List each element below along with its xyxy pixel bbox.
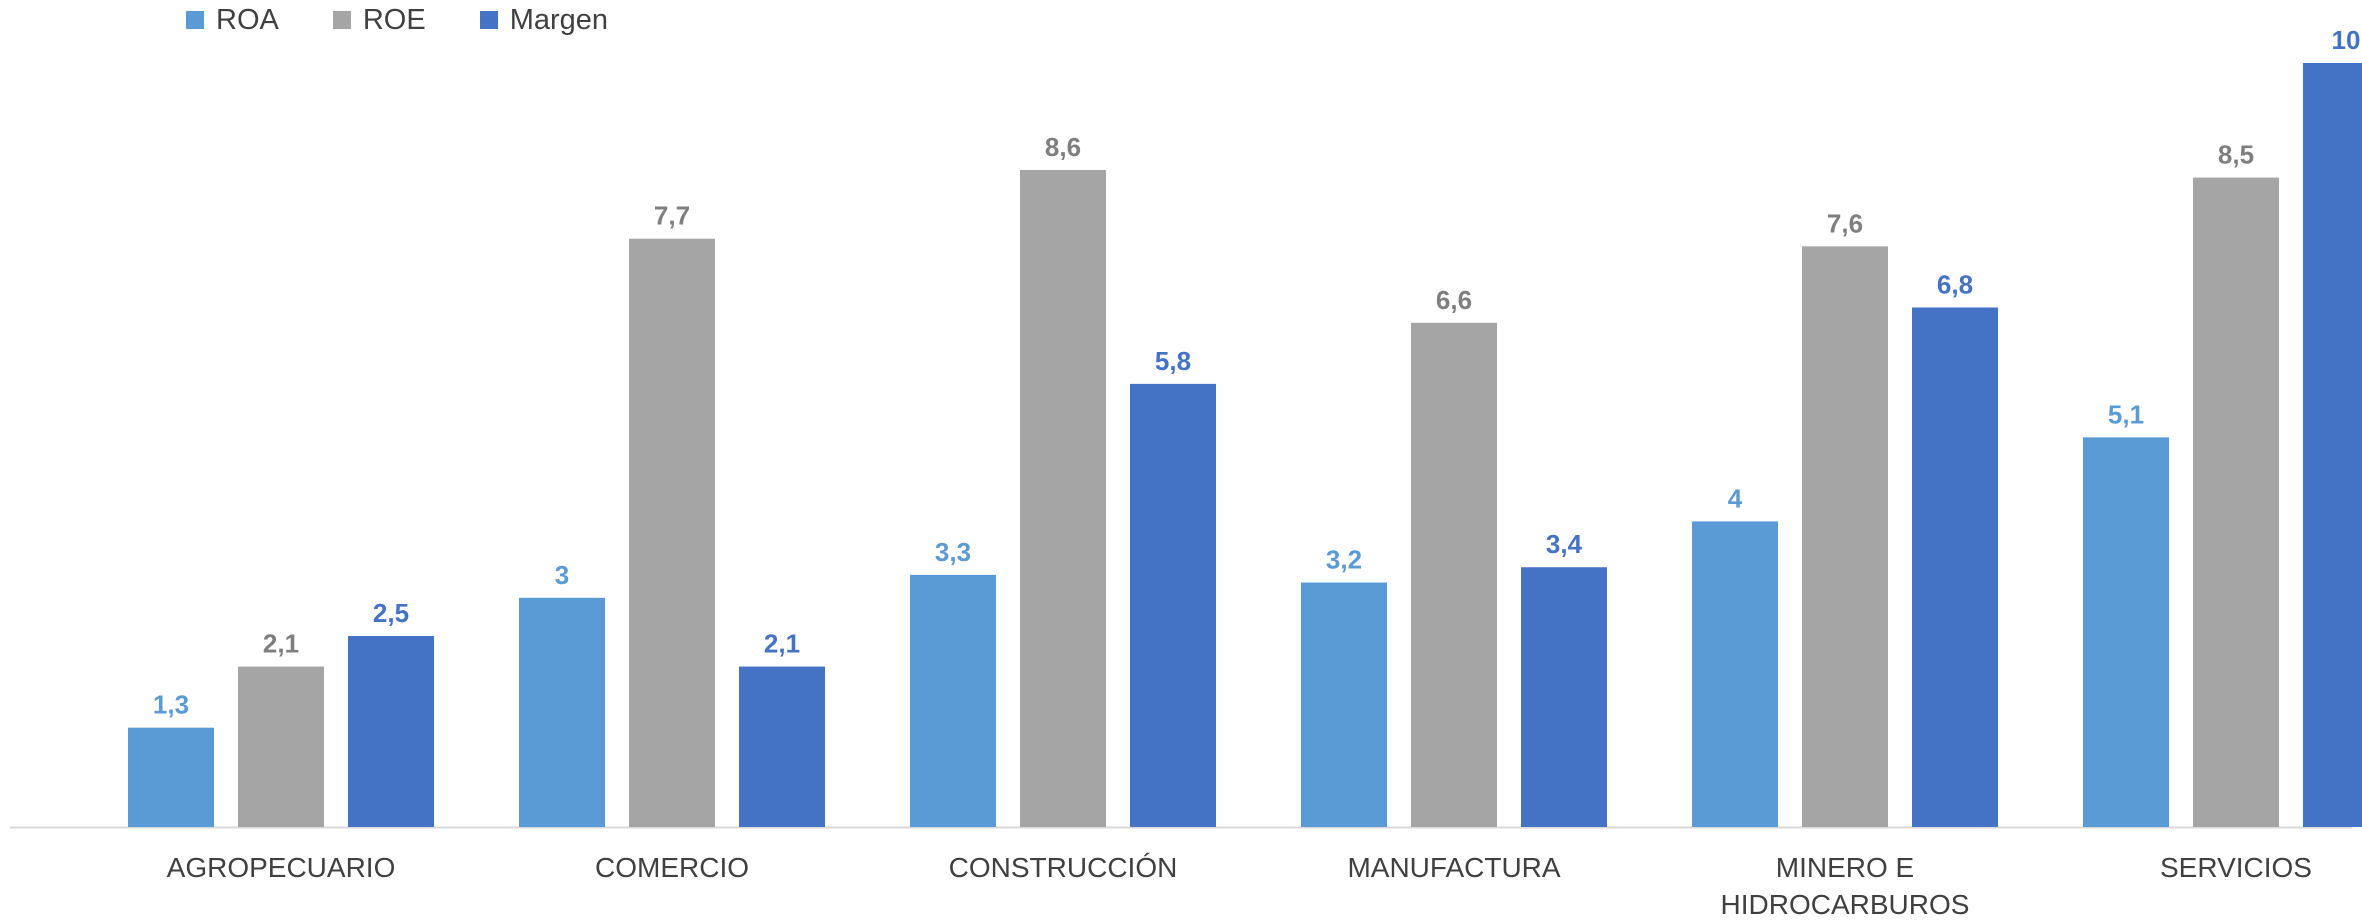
bar-roa-5 — [2083, 437, 2169, 827]
category-label-1: COMERCIO — [595, 852, 749, 883]
data-label-roa-2: 3,3 — [935, 537, 971, 567]
legend-label-roa: ROA — [216, 3, 279, 36]
data-label-roe-4: 7,6 — [1827, 208, 1863, 238]
data-label-roe-1: 7,7 — [654, 201, 690, 231]
bar-margen-0 — [348, 636, 434, 827]
data-label-roe-0: 2,1 — [263, 629, 299, 659]
bar-margen-3 — [1521, 567, 1607, 827]
data-label-roa-4: 4 — [1728, 483, 1743, 513]
bar-roa-2 — [910, 574, 996, 827]
legend-swatch-roe — [332, 11, 351, 29]
category-label-0: AGROPECUARIO — [167, 852, 396, 883]
legend-label-margen: Margen — [509, 3, 609, 36]
bar-roa-0 — [128, 727, 214, 827]
bar-roa-1 — [519, 597, 605, 827]
data-label-roa-5: 5,1 — [2108, 399, 2144, 429]
category-label-2: CONSTRUCCIÓN — [949, 852, 1178, 883]
data-label-margen-5: 10 — [2332, 25, 2361, 55]
bar-roe-3 — [1411, 322, 1497, 827]
legend-item-roa: ROA — [186, 4, 279, 37]
chart-legend: ROA ROE Margen — [186, 2, 608, 38]
bar-roa-4 — [1692, 521, 1778, 827]
legend-label-roe: ROE — [362, 3, 426, 36]
bar-margen-5 — [2303, 63, 2362, 827]
data-label-margen-4: 6,8 — [1937, 269, 1973, 299]
data-label-roa-0: 1,3 — [153, 690, 189, 720]
bar-roe-1 — [629, 238, 715, 828]
data-label-roa-3: 3,2 — [1326, 545, 1362, 575]
bar-roe-0 — [238, 666, 324, 827]
data-label-roa-1: 3 — [555, 560, 569, 590]
legend-item-margen: Margen — [479, 3, 609, 37]
data-label-margen-3: 3,4 — [1546, 529, 1583, 559]
bar-margen-4 — [1912, 307, 1998, 828]
data-label-margen-0: 2,5 — [373, 598, 409, 628]
data-label-roe-2: 8,6 — [1045, 132, 1081, 162]
category-label-3: MANUFACTURA — [1347, 852, 1560, 883]
bar-roe-5 — [2193, 177, 2279, 828]
legend-swatch-margen — [479, 11, 498, 29]
bar-margen-1 — [739, 666, 825, 827]
data-label-roe-3: 6,6 — [1436, 285, 1472, 315]
legend-swatch-roa — [186, 11, 204, 29]
bar-roe-2 — [1020, 169, 1106, 827]
category-label-5: SERVICIOS — [2160, 852, 2312, 883]
category-label-4: MINERO E HIDROCARBUROS — [1721, 852, 1970, 920]
bar-roe-4 — [1802, 246, 1888, 828]
bar-margen-2 — [1130, 383, 1216, 827]
data-label-margen-1: 2,1 — [764, 629, 800, 659]
legend-item-roe: ROE — [332, 3, 426, 37]
data-label-margen-2: 5,8 — [1155, 346, 1191, 376]
bar-roa-3 — [1301, 582, 1387, 827]
data-label-roe-5: 8,5 — [2218, 140, 2254, 170]
